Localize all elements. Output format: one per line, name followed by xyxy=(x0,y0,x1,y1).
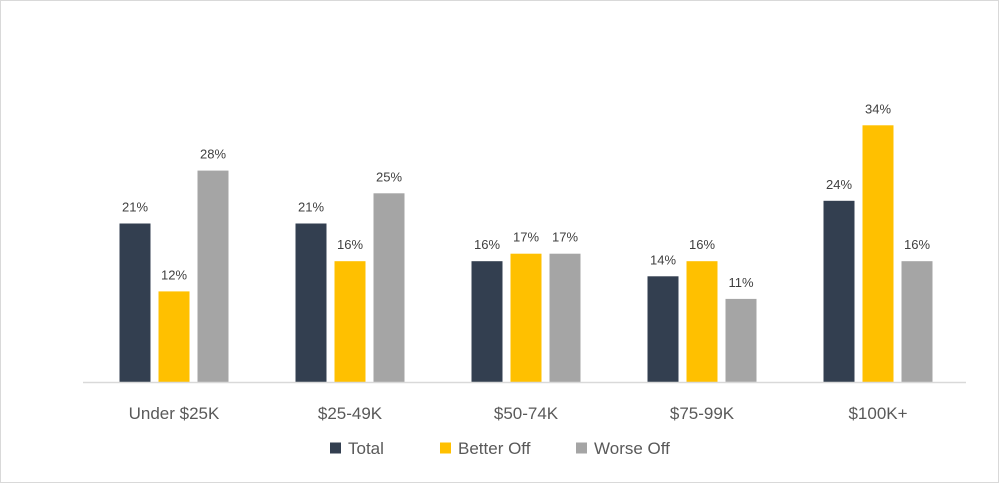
x-tick-label-100k: $100K+ xyxy=(848,404,907,423)
data-label-worse-off-100k: 16% xyxy=(904,237,930,252)
data-label-better-off-100k: 34% xyxy=(865,101,891,116)
legend: Total Better Off Worse Off xyxy=(330,439,670,458)
bar-total-50-74k xyxy=(471,261,503,382)
bar-worse-off-75-99k xyxy=(725,298,757,382)
legend-label-better-off: Better Off xyxy=(458,439,531,458)
bars-layer xyxy=(119,125,933,383)
data-label-total-75-99k: 14% xyxy=(650,252,676,267)
data-label-better-off-under-25k: 12% xyxy=(161,267,187,282)
data-label-worse-off-25-49k: 25% xyxy=(376,169,402,184)
data-label-better-off-25-49k: 16% xyxy=(337,237,363,252)
x-tick-label-under-25k: Under $25K xyxy=(129,404,220,423)
legend-label-total: Total xyxy=(348,439,384,458)
bar-worse-off-50-74k xyxy=(549,253,581,382)
bar-better-off-under-25k xyxy=(158,291,190,382)
x-axis-tick-labels: Under $25K $25-49K $50-74K $75-99K $100K+ xyxy=(129,404,908,423)
data-label-total-100k: 24% xyxy=(826,177,852,192)
bar-worse-off-under-25k xyxy=(197,170,229,382)
data-label-worse-off-75-99k: 11% xyxy=(728,275,753,290)
x-tick-label-50-74k: $50-74K xyxy=(494,404,559,423)
data-label-better-off-75-99k: 16% xyxy=(689,237,715,252)
legend-swatch-better-off xyxy=(440,442,451,454)
x-tick-label-75-99k: $75-99K xyxy=(670,404,735,423)
data-label-total-50-74k: 16% xyxy=(474,237,500,252)
bar-total-75-99k xyxy=(647,276,679,382)
data-label-worse-off-50-74k: 17% xyxy=(552,230,578,245)
legend-swatch-worse-off xyxy=(576,442,587,454)
data-labels-layer: 21% 12% 28% 21% 16% 25% 16% 17% 17% 14% 16% 11% 24% 3… xyxy=(122,101,930,290)
data-label-total-under-25k: 21% xyxy=(122,200,148,215)
legend-swatch-total xyxy=(330,442,341,454)
bar-worse-off-100k xyxy=(901,261,933,382)
bar-total-100k xyxy=(823,200,855,382)
bar-better-off-75-99k xyxy=(686,261,718,382)
legend-label-worse-off: Worse Off xyxy=(594,439,670,458)
bar-better-off-100k xyxy=(862,125,894,383)
data-label-worse-off-under-25k: 28% xyxy=(200,147,226,162)
data-label-total-25-49k: 21% xyxy=(298,200,324,215)
bar-worse-off-25-49k xyxy=(373,193,405,383)
bar-better-off-25-49k xyxy=(334,261,366,382)
data-label-better-off-50-74k: 17% xyxy=(513,230,539,245)
x-tick-label-25-49k: $25-49K xyxy=(318,404,383,423)
bar-total-under-25k xyxy=(119,223,151,382)
bar-better-off-50-74k xyxy=(510,253,542,382)
bar-total-25-49k xyxy=(295,223,327,382)
